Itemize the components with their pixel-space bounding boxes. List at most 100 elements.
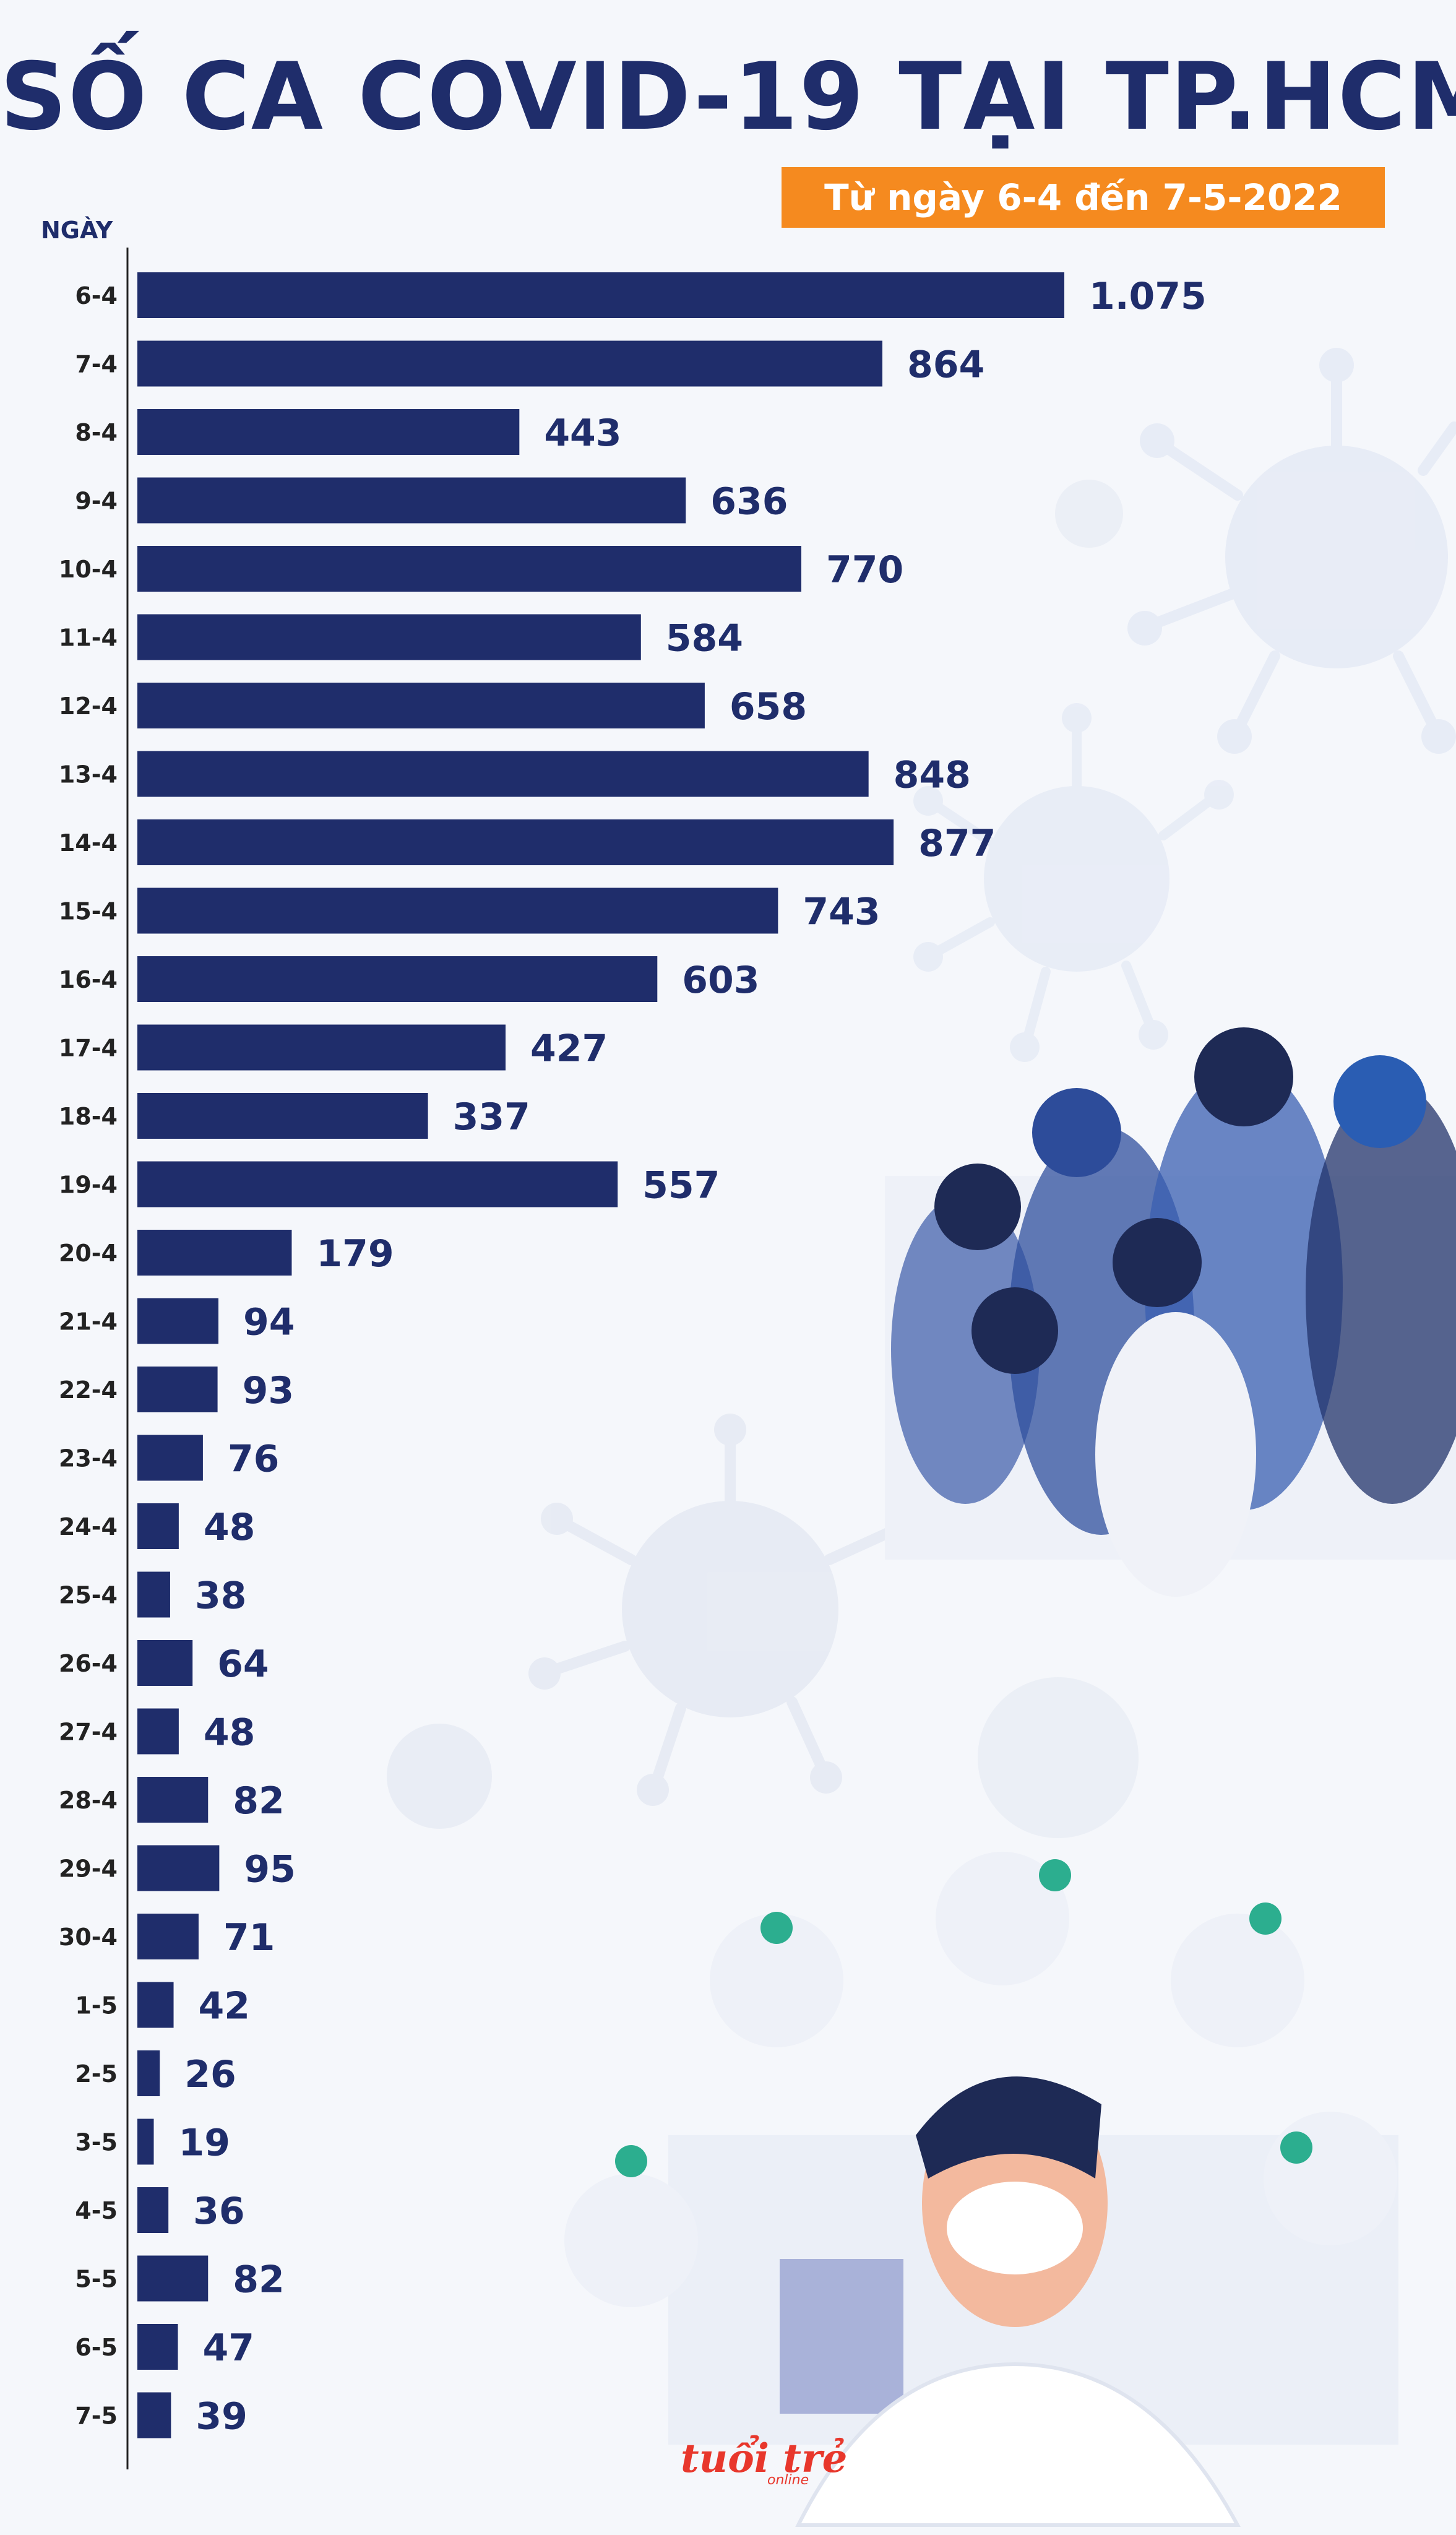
data-label: 603 xyxy=(682,959,759,1002)
bar xyxy=(137,1982,174,2028)
y-tick-label: 10-4 xyxy=(59,556,118,583)
bar xyxy=(137,683,705,728)
bar xyxy=(137,1777,209,1823)
y-tick-label: 1-5 xyxy=(75,1992,118,2019)
data-label: 557 xyxy=(642,1164,720,1207)
bar xyxy=(137,272,1064,318)
y-tick-label: 19-4 xyxy=(59,1172,118,1199)
bar xyxy=(137,340,882,387)
y-tick-label: 28-4 xyxy=(59,1787,118,1814)
brand-logo-text: tuổi trẻ xyxy=(681,2435,848,2482)
virus-icon xyxy=(1127,348,1456,754)
chart-title: SỐ CA COVID-19 TẠI TP.HCM xyxy=(0,43,1456,151)
y-tick-label: 7-4 xyxy=(75,351,118,378)
data-label: 36 xyxy=(193,2190,245,2233)
bar xyxy=(137,956,658,1002)
bar xyxy=(137,2324,178,2370)
data-label: 743 xyxy=(803,891,880,934)
data-label: 48 xyxy=(204,1711,256,1755)
y-tick-label: 9-4 xyxy=(75,488,118,515)
virus-icon xyxy=(387,480,1139,1838)
bar xyxy=(137,2392,171,2438)
y-tick-label: 6-4 xyxy=(75,282,118,309)
data-label: 48 xyxy=(204,1506,256,1549)
y-tick-label: 4-5 xyxy=(75,2197,118,2224)
doctor-illustration xyxy=(564,1852,1398,2527)
data-label: 82 xyxy=(233,2258,285,2302)
data-label: 584 xyxy=(666,617,743,660)
y-tick-label: 17-4 xyxy=(59,1035,118,1062)
data-label: 864 xyxy=(907,343,984,387)
data-label: 47 xyxy=(202,2326,254,2370)
y-tick-label: 11-4 xyxy=(59,624,118,652)
bar xyxy=(137,1640,193,1686)
chart-subtitle: Từ ngày 6-4 đến 7-5-2022 xyxy=(782,167,1385,228)
data-label: 636 xyxy=(710,480,788,524)
y-tick-label: 2-5 xyxy=(75,2060,118,2088)
y-tick-label: 13-4 xyxy=(59,761,118,788)
data-label: 848 xyxy=(894,754,971,797)
y-tick-label: 12-4 xyxy=(59,693,118,720)
bar xyxy=(137,1435,203,1481)
y-tick-label: 15-4 xyxy=(59,898,118,925)
y-tick-label: 24-4 xyxy=(59,1513,118,1540)
y-tick-label: 23-4 xyxy=(59,1445,118,1472)
data-label: 38 xyxy=(195,1574,247,1618)
y-tick-label: 25-4 xyxy=(59,1582,118,1609)
bar xyxy=(137,1024,506,1071)
data-label: 82 xyxy=(233,1779,285,1823)
data-label: 95 xyxy=(244,1848,296,1891)
data-label: 337 xyxy=(453,1095,530,1139)
data-label: 94 xyxy=(243,1301,295,1344)
data-label: 93 xyxy=(243,1369,295,1412)
brand-logo: tuổi trẻ online xyxy=(681,2435,847,2491)
bar xyxy=(137,477,686,524)
data-label: 39 xyxy=(196,2395,248,2438)
bar xyxy=(137,751,869,797)
y-tick-label: 21-4 xyxy=(59,1308,118,1336)
y-tick-label: 20-4 xyxy=(59,1240,118,1267)
data-label: 443 xyxy=(544,412,621,455)
bar xyxy=(137,546,801,592)
y-tick-label: 5-5 xyxy=(75,2266,118,2293)
data-label: 42 xyxy=(199,1985,251,2028)
y-tick-label: 26-4 xyxy=(59,1650,118,1677)
bar xyxy=(137,2118,154,2165)
bar xyxy=(137,887,778,934)
y-tick-label: 8-4 xyxy=(75,419,118,446)
bar xyxy=(137,1093,428,1139)
data-label: 26 xyxy=(184,2053,236,2096)
y-tick-label: 18-4 xyxy=(59,1103,118,1130)
bar xyxy=(137,1914,199,1959)
y-tick-label: 14-4 xyxy=(59,829,118,857)
bar xyxy=(137,2255,209,2302)
data-label: 179 xyxy=(316,1232,394,1276)
bar xyxy=(137,1845,220,1891)
bar xyxy=(137,819,894,865)
data-label: 1.075 xyxy=(1089,275,1207,318)
data-label: 71 xyxy=(223,1916,275,1959)
bar xyxy=(137,1298,218,1344)
data-label: 770 xyxy=(826,548,903,592)
y-tick-label: 29-4 xyxy=(59,1855,118,1883)
y-tick-label: 7-5 xyxy=(75,2403,118,2430)
y-axis-title: NGÀY xyxy=(41,217,113,244)
bar xyxy=(137,1708,179,1755)
y-tick-label: 30-4 xyxy=(59,1924,118,1951)
bar xyxy=(137,2187,169,2233)
y-tick-label: 16-4 xyxy=(59,966,118,993)
data-label: 658 xyxy=(730,685,807,728)
brand-logo-subtext: online xyxy=(767,2472,809,2488)
bar xyxy=(137,1230,292,1276)
virus-icon xyxy=(913,703,1234,1062)
crowd-illustration xyxy=(885,1027,1456,1597)
bar xyxy=(137,1161,618,1207)
bar xyxy=(137,1503,179,1549)
y-tick-label: 22-4 xyxy=(59,1376,118,1404)
bar xyxy=(137,2050,160,2096)
bar xyxy=(137,409,520,455)
bar xyxy=(137,1367,218,1412)
